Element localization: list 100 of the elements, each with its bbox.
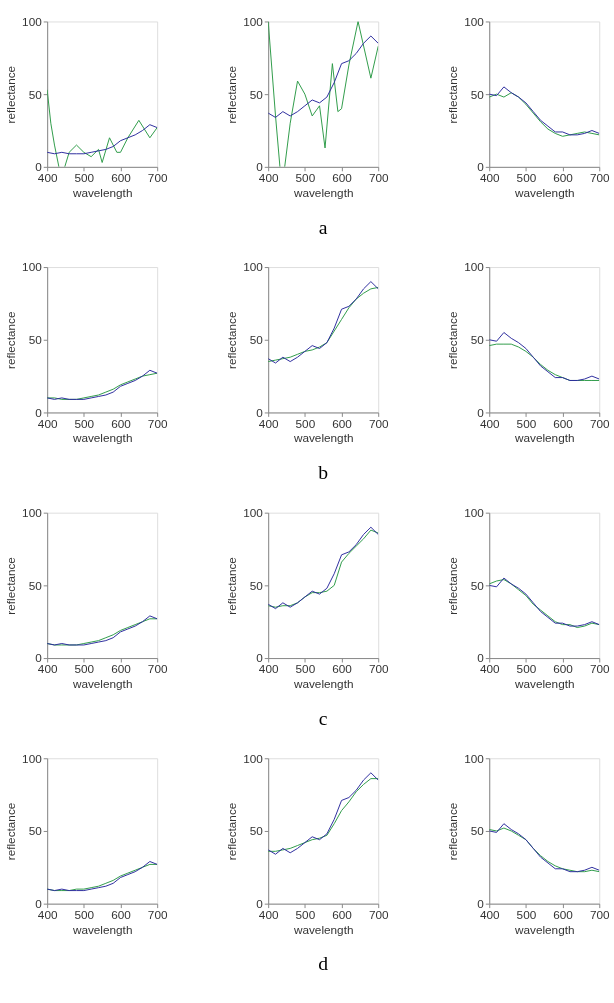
y-tick-label: 50 <box>28 87 43 101</box>
y-tick-label: 100 <box>243 506 264 520</box>
y-tick-label: 50 <box>470 824 485 838</box>
line-series <box>47 124 158 155</box>
y-axis-title: reflectance <box>4 556 18 615</box>
y-tick-label: 100 <box>243 14 264 28</box>
x-tick-label: 600 <box>332 907 353 921</box>
x-tick-label: 700 <box>368 171 389 185</box>
y-tick-label: 100 <box>22 260 43 274</box>
y-axis-title: reflectance <box>446 802 460 861</box>
y-tick-label: 100 <box>464 14 485 28</box>
x-axis-title: wavelength <box>71 922 133 936</box>
x-tick-label: 400 <box>258 662 279 676</box>
x-tick-label: 600 <box>553 662 574 676</box>
x-tick-label: 500 <box>516 907 537 921</box>
x-tick-label: 500 <box>295 171 316 185</box>
text: b <box>318 461 329 484</box>
y-axis-title: reflectance <box>225 802 239 861</box>
y-axis-title: reflectance <box>4 311 18 370</box>
x-axis-title: wavelength <box>513 922 575 936</box>
x-tick-label: 500 <box>295 662 316 676</box>
x-axis-title: wavelength <box>292 922 354 936</box>
text: c <box>318 706 328 729</box>
line-series <box>268 35 379 118</box>
y-tick-label: 50 <box>28 824 43 838</box>
x-axis-title: wavelength <box>292 677 354 691</box>
x-tick-label: 700 <box>589 171 611 185</box>
y-tick-label: 100 <box>464 506 485 520</box>
x-tick-label: 600 <box>332 662 353 676</box>
x-tick-label: 600 <box>111 662 132 676</box>
x-tick-label: 600 <box>111 171 132 185</box>
y-axis-title: reflectance <box>446 65 460 124</box>
x-tick-label: 400 <box>37 662 58 676</box>
x-tick-label: 700 <box>368 662 389 676</box>
y-tick-label: 0 <box>256 405 264 419</box>
y-axis-title: reflectance <box>446 311 460 370</box>
x-tick-label: 500 <box>74 171 95 185</box>
x-axis-title: wavelength <box>513 185 575 199</box>
x-tick-label: 600 <box>111 416 132 430</box>
y-tick-label: 100 <box>243 260 264 274</box>
y-tick-label: 50 <box>249 333 264 347</box>
x-axis-title: wavelength <box>71 185 133 199</box>
x-tick-label: 700 <box>147 171 168 185</box>
y-axis-title: reflectance <box>225 556 239 615</box>
x-tick-label: 700 <box>368 416 389 430</box>
y-tick-label: 50 <box>249 87 264 101</box>
x-axis-title: wavelength <box>292 185 354 199</box>
x-tick-label: 400 <box>479 171 500 185</box>
line-series <box>489 332 600 381</box>
x-tick-label: 700 <box>589 662 611 676</box>
y-tick-label: 50 <box>28 333 43 347</box>
x-axis-title: wavelength <box>513 677 575 691</box>
y-tick-label: 0 <box>477 651 485 665</box>
y-tick-label: 0 <box>35 160 43 174</box>
x-tick-label: 500 <box>295 416 316 430</box>
y-axis-title: reflectance <box>4 802 18 861</box>
x-tick-label: 500 <box>74 907 95 921</box>
y-tick-label: 50 <box>28 578 43 592</box>
x-tick-label: 600 <box>332 416 353 430</box>
x-tick-label: 600 <box>553 171 574 185</box>
y-tick-label: 0 <box>256 651 264 665</box>
x-tick-label: 700 <box>589 416 611 430</box>
x-tick-label: 400 <box>37 416 58 430</box>
y-axis-title: reflectance <box>225 311 239 370</box>
y-tick-label: 100 <box>243 751 264 765</box>
x-tick-label: 600 <box>553 416 574 430</box>
x-tick-label: 600 <box>332 171 353 185</box>
y-tick-label: 100 <box>464 751 485 765</box>
x-tick-label: 500 <box>74 416 95 430</box>
x-tick-label: 700 <box>147 416 168 430</box>
y-tick-label: 0 <box>477 405 485 419</box>
x-tick-label: 400 <box>258 416 279 430</box>
y-tick-label: 50 <box>470 333 485 347</box>
y-tick-label: 0 <box>35 405 43 419</box>
x-tick-label: 700 <box>368 907 389 921</box>
y-tick-label: 50 <box>249 824 264 838</box>
y-tick-label: 100 <box>22 751 43 765</box>
y-tick-label: 100 <box>22 506 43 520</box>
x-axis-title: wavelength <box>292 431 354 445</box>
x-tick-label: 600 <box>553 907 574 921</box>
y-axis-title: reflectance <box>225 65 239 124</box>
x-tick-label: 500 <box>516 171 537 185</box>
y-tick-label: 50 <box>470 578 485 592</box>
x-tick-label: 600 <box>111 907 132 921</box>
y-tick-label: 0 <box>477 160 485 174</box>
y-tick-label: 0 <box>35 651 43 665</box>
y-tick-label: 0 <box>256 160 264 174</box>
x-tick-label: 400 <box>37 171 58 185</box>
x-axis-title: wavelength <box>513 431 575 445</box>
y-tick-label: 100 <box>464 260 485 274</box>
y-tick-label: 50 <box>470 87 485 101</box>
x-tick-label: 700 <box>147 907 168 921</box>
x-tick-label: 500 <box>516 662 537 676</box>
x-tick-label: 700 <box>147 662 168 676</box>
x-tick-label: 400 <box>479 416 500 430</box>
x-tick-label: 700 <box>589 907 611 921</box>
x-tick-label: 500 <box>74 662 95 676</box>
text: a <box>318 215 328 238</box>
y-axis-title: reflectance <box>4 65 18 124</box>
y-tick-label: 100 <box>22 14 43 28</box>
